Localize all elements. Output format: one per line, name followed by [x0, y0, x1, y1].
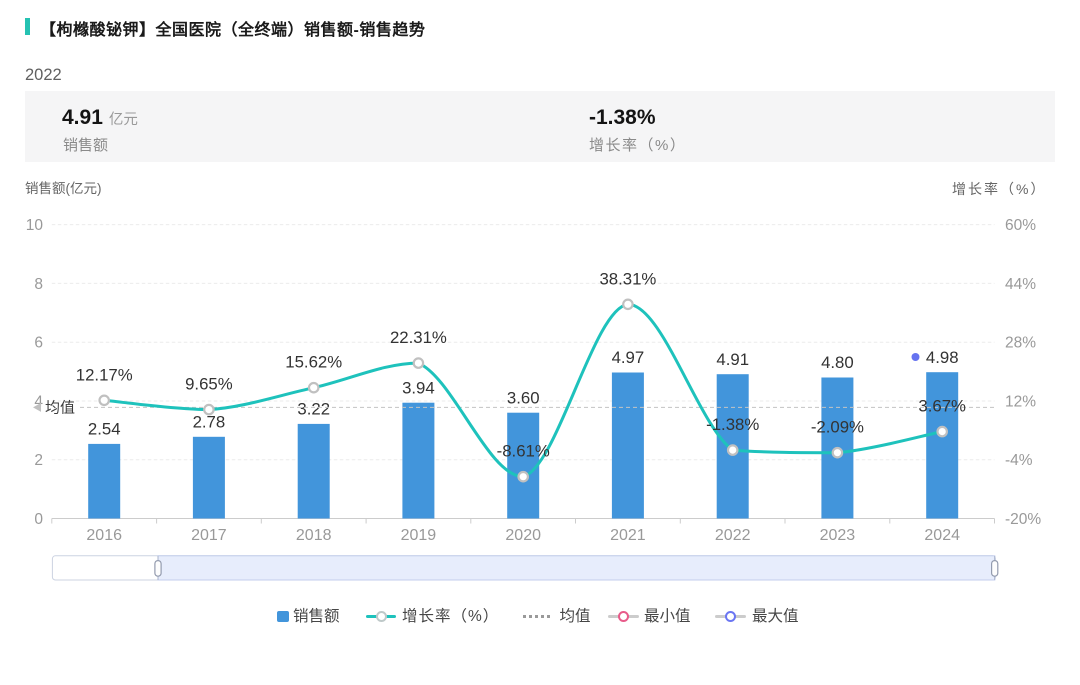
- svg-text:2019: 2019: [401, 527, 437, 544]
- svg-text:12%: 12%: [1005, 393, 1036, 410]
- svg-text:3.60: 3.60: [507, 388, 540, 407]
- svg-text:8: 8: [34, 276, 43, 293]
- svg-text:2020: 2020: [505, 527, 541, 544]
- svg-text:6: 6: [34, 335, 43, 352]
- svg-text:2021: 2021: [610, 527, 646, 544]
- svg-text:2016: 2016: [86, 527, 122, 544]
- svg-text:0: 0: [34, 511, 43, 528]
- svg-text:38.31%: 38.31%: [599, 269, 656, 288]
- svg-text:销售额(亿元): 销售额(亿元): [25, 181, 102, 196]
- svg-text:2: 2: [34, 452, 43, 469]
- svg-text:增长率（%）: 增长率（%）: [952, 181, 1046, 197]
- svg-text:4.91: 4.91: [716, 350, 749, 369]
- svg-text:3.22: 3.22: [297, 400, 330, 419]
- svg-text:15.62%: 15.62%: [285, 353, 342, 372]
- svg-text:-8.61%: -8.61%: [497, 442, 550, 461]
- svg-text:28%: 28%: [1005, 335, 1036, 352]
- svg-text:9.65%: 9.65%: [185, 375, 233, 394]
- svg-text:-2.09%: -2.09%: [811, 418, 864, 437]
- svg-text:2017: 2017: [191, 527, 227, 544]
- svg-text:2018: 2018: [296, 527, 332, 544]
- svg-text:-4%: -4%: [1005, 452, 1033, 469]
- svg-text:2.54: 2.54: [88, 420, 121, 439]
- svg-text:2024: 2024: [924, 527, 960, 544]
- svg-text:4: 4: [34, 393, 43, 410]
- svg-text:3.67%: 3.67%: [918, 397, 966, 416]
- svg-text:10: 10: [26, 217, 44, 234]
- svg-text:44%: 44%: [1005, 276, 1036, 293]
- svg-text:22.31%: 22.31%: [390, 328, 447, 347]
- svg-text:均值: 均值: [45, 399, 75, 416]
- svg-text:2022: 2022: [715, 527, 751, 544]
- svg-text:12.17%: 12.17%: [76, 365, 133, 384]
- svg-text:3.94: 3.94: [402, 378, 435, 397]
- svg-text:-1.38%: -1.38%: [706, 415, 759, 434]
- svg-text:2023: 2023: [820, 527, 856, 544]
- svg-text:4.98: 4.98: [926, 348, 959, 367]
- svg-text:60%: 60%: [1005, 217, 1036, 234]
- svg-text:-20%: -20%: [1005, 511, 1041, 528]
- svg-text:2.78: 2.78: [193, 413, 226, 432]
- svg-text:4.97: 4.97: [612, 348, 645, 367]
- svg-text:4.80: 4.80: [821, 353, 854, 372]
